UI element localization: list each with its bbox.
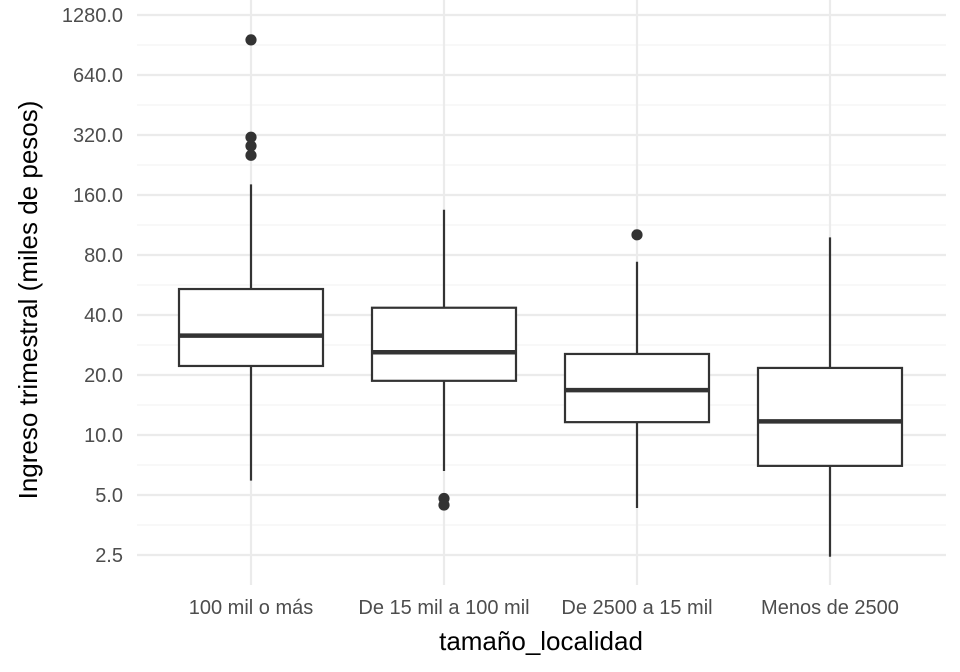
box-group bbox=[563, 229, 711, 509]
box-group bbox=[177, 34, 325, 481]
y-tick-label: 20.0 bbox=[84, 365, 123, 387]
iqr-box bbox=[756, 366, 904, 467]
y-tick-label: 160.0 bbox=[73, 185, 123, 207]
box-group bbox=[370, 209, 518, 511]
y-tick-label: 640.0 bbox=[73, 65, 123, 87]
x-tick-label: 100 mil o más bbox=[189, 597, 314, 619]
x-axis-ticks: 100 mil o más De 15 mil a 100 mil De 2500 … bbox=[189, 597, 899, 619]
iqr-box bbox=[370, 306, 518, 382]
outlier-point bbox=[631, 229, 643, 241]
y-tick-label: 5.0 bbox=[95, 485, 123, 507]
outlier-point bbox=[438, 499, 450, 511]
y-axis-title: Ingreso trimestral (miles de pesos) bbox=[13, 101, 43, 500]
x-axis-title: tamaño_localidad bbox=[439, 626, 643, 656]
boxes bbox=[177, 34, 904, 557]
x-tick-label: Menos de 2500 bbox=[761, 597, 899, 619]
outlier-point bbox=[245, 140, 257, 152]
outlier-point bbox=[245, 34, 257, 46]
x-tick-label: De 15 mil a 100 mil bbox=[358, 597, 529, 619]
y-tick-label: 10.0 bbox=[84, 425, 123, 447]
y-tick-label: 1280.0 bbox=[62, 5, 123, 27]
y-tick-label: 2.5 bbox=[95, 545, 123, 567]
outlier-point bbox=[245, 149, 257, 161]
outlier-point bbox=[245, 131, 257, 143]
x-tick-label: De 2500 a 15 mil bbox=[561, 597, 712, 619]
iqr-box bbox=[177, 287, 325, 368]
y-tick-label: 40.0 bbox=[84, 305, 123, 327]
y-axis-ticks: 2.5 5.0 10.0 20.0 40.0 80.0 160.0 320.0 640.0 128… bbox=[62, 5, 123, 567]
y-tick-label: 80.0 bbox=[84, 245, 123, 267]
y-tick-label: 320.0 bbox=[73, 125, 123, 147]
box-group bbox=[756, 237, 904, 557]
